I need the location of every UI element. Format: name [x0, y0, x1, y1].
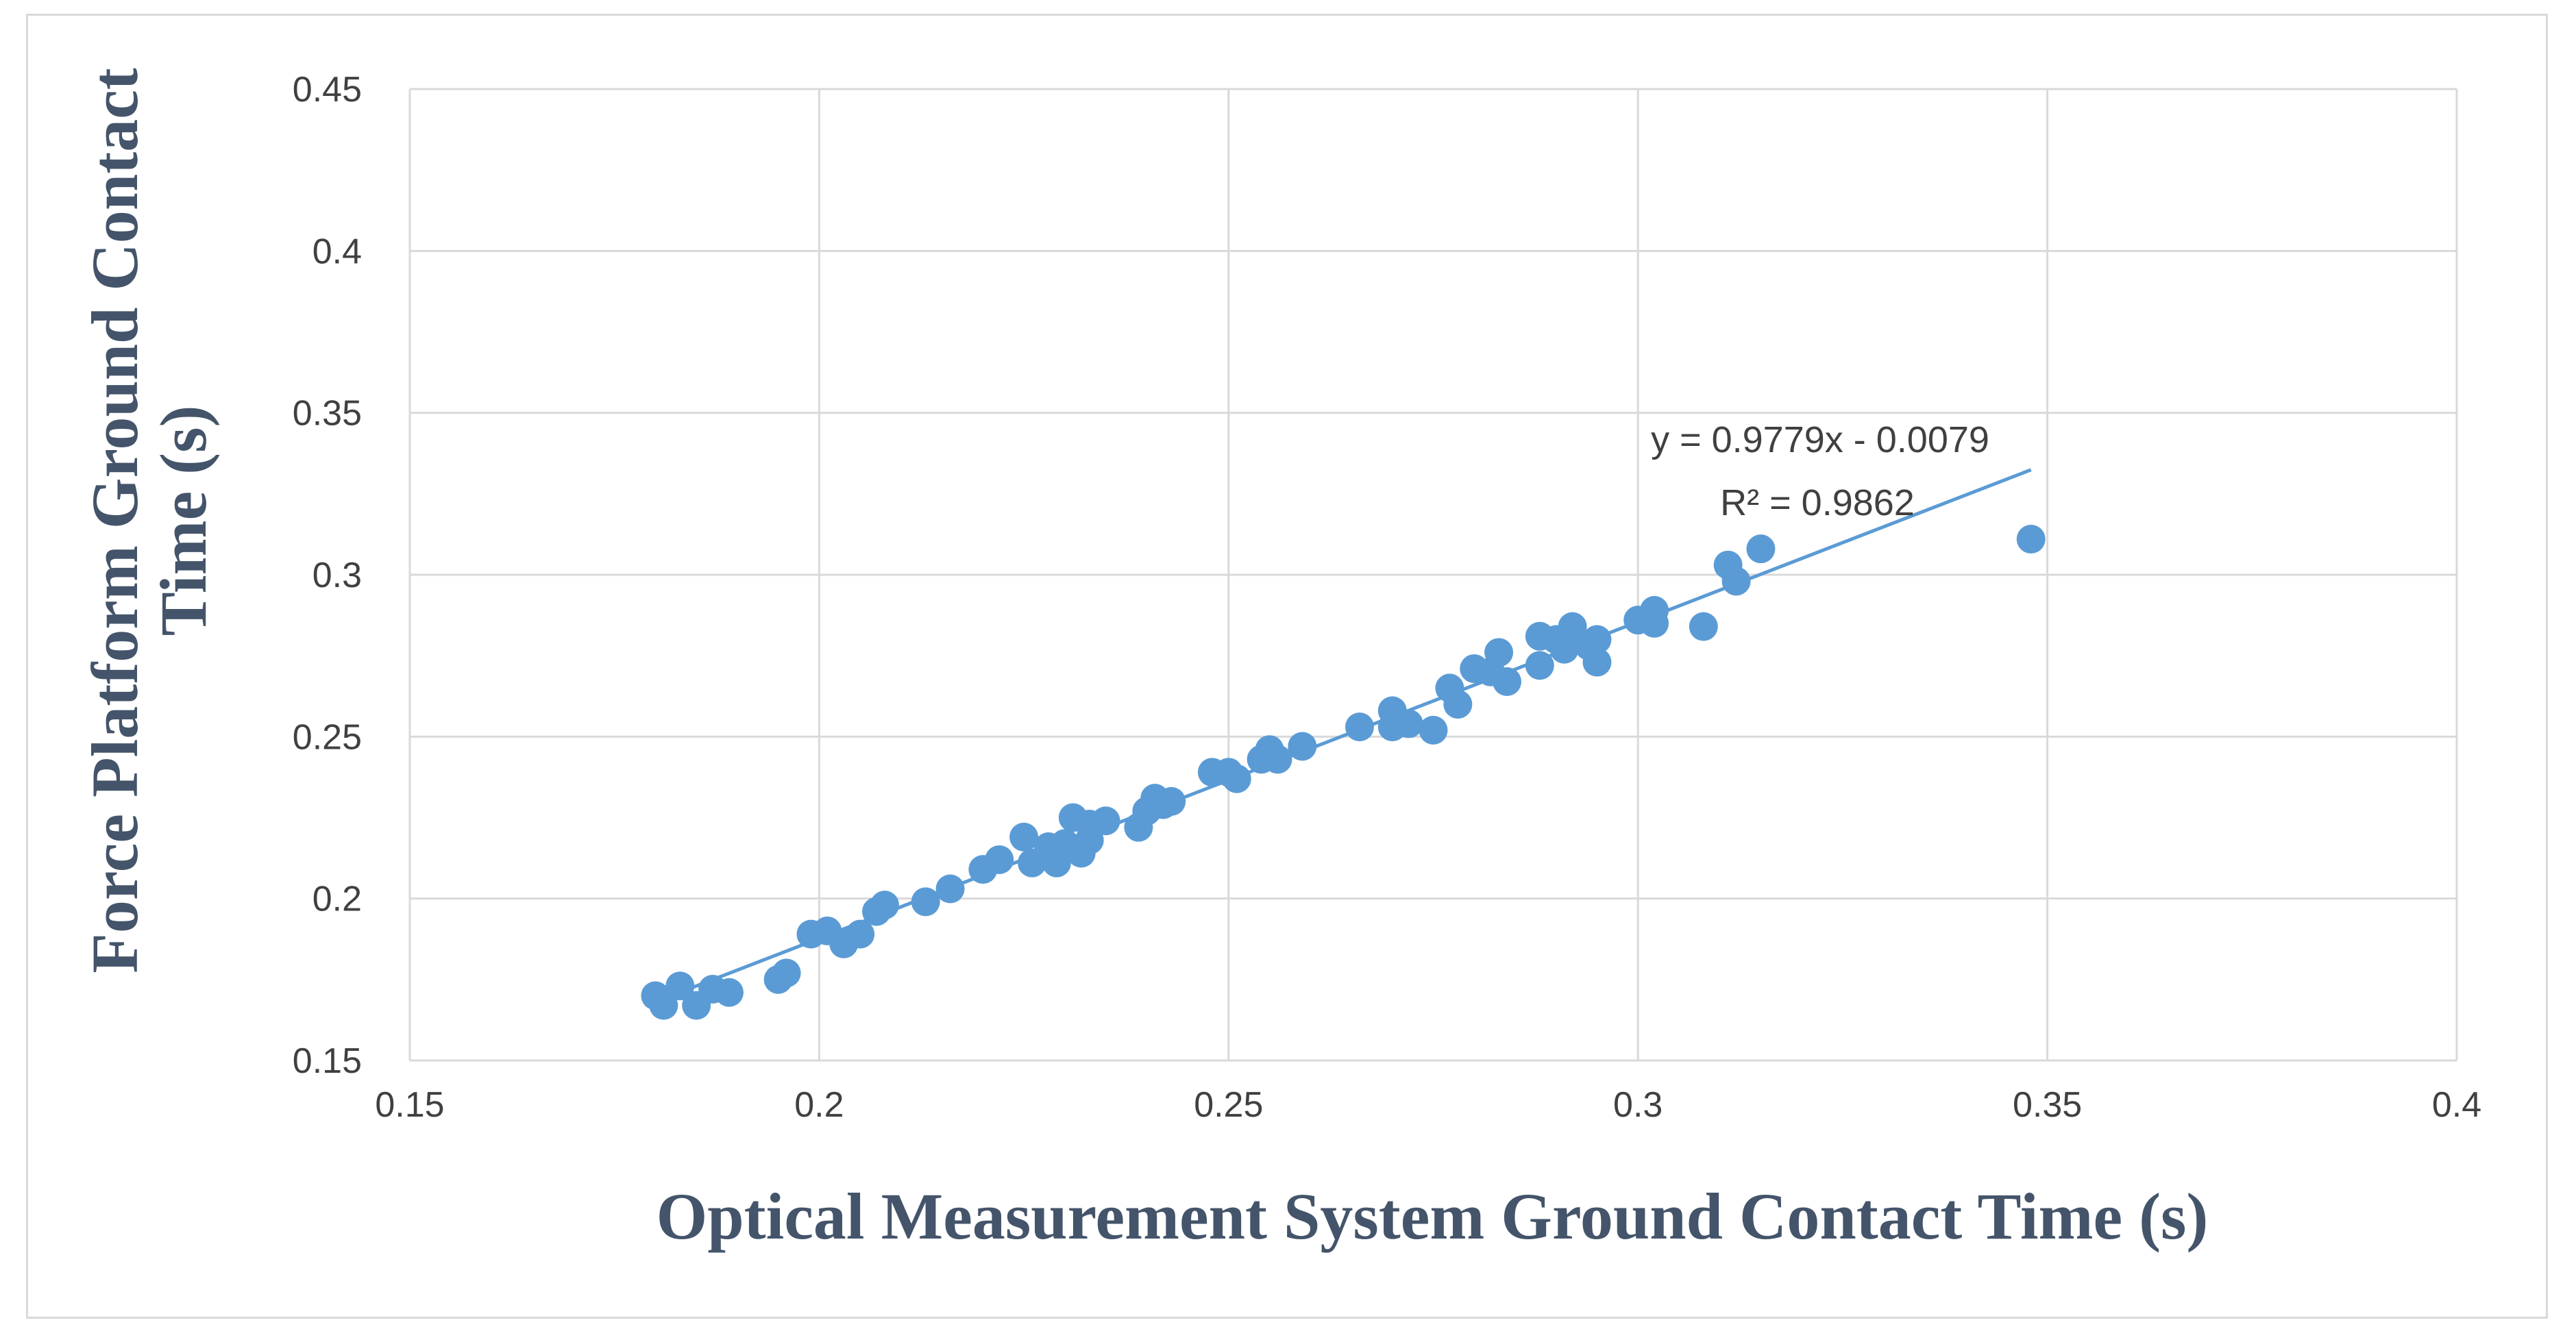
data-point: [1640, 595, 1669, 625]
data-point: [1721, 567, 1751, 596]
tick-labels: 0.15 0.2 0.25 0.3 0.35 0.4 0.15 0.2 0.25 0.3 0.35 0…: [293, 70, 2481, 1125]
x-tick-label: 0.3: [1613, 1085, 1663, 1125]
data-point: [870, 891, 899, 920]
data-point: [649, 991, 678, 1020]
data-point: [1689, 612, 1718, 641]
y-tick-label: 0.2: [312, 880, 362, 919]
y-tick-label: 0.4: [312, 232, 362, 271]
x-tick-label: 0.25: [1194, 1085, 1263, 1125]
x-tick-label: 0.35: [2013, 1085, 2082, 1125]
data-point: [1009, 822, 1039, 852]
data-point: [1263, 745, 1292, 774]
y-tick-label: 0.35: [293, 394, 362, 434]
y-tick-label: 0.45: [293, 70, 362, 110]
data-point: [2016, 525, 2046, 554]
data-point: [1582, 647, 1612, 677]
y-axis-title: Force Platform Ground Contact Time (s): [78, 68, 220, 973]
data-point: [772, 958, 801, 988]
data-points: [641, 525, 2046, 1020]
chart-frame: [26, 14, 2548, 1319]
data-point: [846, 919, 875, 949]
data-point: [1582, 625, 1612, 654]
data-point: [1525, 651, 1554, 680]
data-point: [1443, 690, 1473, 719]
data-point: [1222, 764, 1251, 793]
trendline-r-squared: R² = 0.9862: [1720, 482, 1915, 523]
data-point: [1558, 612, 1587, 641]
x-tick-label: 0.2: [794, 1085, 844, 1125]
data-point: [1288, 732, 1317, 761]
data-point: [935, 874, 965, 904]
data-point: [1157, 786, 1186, 816]
data-point: [1549, 634, 1579, 664]
data-point: [1484, 638, 1514, 667]
y-tick-label: 0.3: [312, 556, 362, 595]
y-axis-title-line-1: Force Platform Ground Contact: [78, 68, 151, 973]
y-axis-title-line-2: Time (s): [147, 406, 220, 636]
data-point: [665, 971, 695, 1001]
data-point: [985, 845, 1014, 874]
data-point: [714, 978, 744, 1007]
data-point: [911, 887, 940, 917]
trendline-equation: y = 0.9779x - 0.0079: [1651, 419, 1989, 460]
y-tick-label: 0.25: [293, 717, 362, 757]
grid: [408, 88, 2458, 1062]
y-tick-label: 0.15: [293, 1041, 362, 1081]
data-point: [1091, 806, 1120, 836]
data-point: [1419, 715, 1448, 745]
x-axis-title: Optical Measurement System Ground Contac…: [657, 1180, 2209, 1253]
data-point: [1746, 534, 1776, 564]
data-point: [1493, 667, 1522, 696]
data-point: [1394, 709, 1423, 738]
x-tick-label: 0.4: [2432, 1085, 2481, 1125]
data-point: [1345, 712, 1374, 742]
x-tick-label: 0.15: [375, 1085, 444, 1125]
